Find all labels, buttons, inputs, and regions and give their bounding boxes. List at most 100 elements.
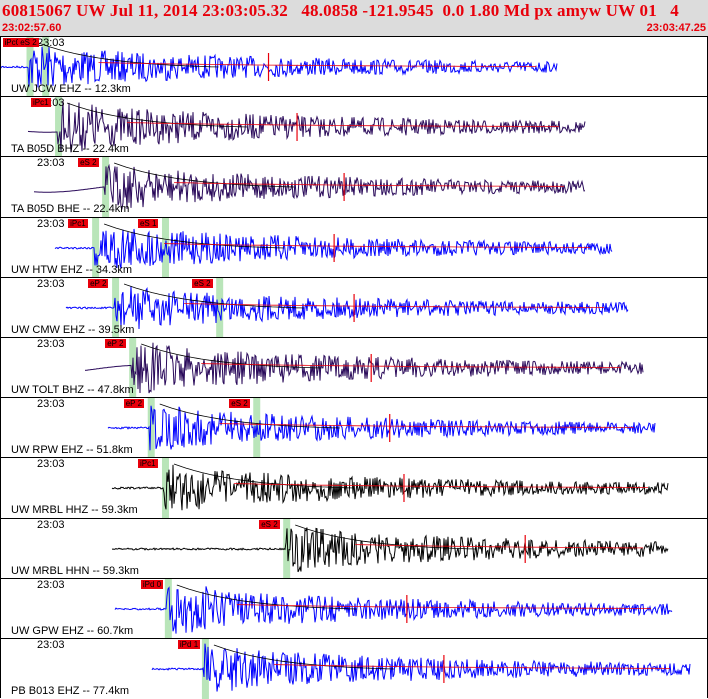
waveform xyxy=(65,277,629,338)
waveform-trace xyxy=(65,285,629,329)
pick-window xyxy=(147,398,155,459)
pick-window xyxy=(201,639,209,699)
coda-decay-curve xyxy=(103,223,285,248)
panel-time-label: 23:03 xyxy=(37,37,65,49)
waveform xyxy=(114,578,673,639)
waveform xyxy=(151,639,691,699)
pick-window xyxy=(92,217,100,278)
panel-time-label: 23:03 xyxy=(37,157,65,170)
phase-pick-flag[interactable]: eS 2 xyxy=(18,38,39,47)
waveform xyxy=(54,217,613,278)
channel-label: UW MRBL HHN -- 59.3km xyxy=(11,564,139,577)
waveform xyxy=(84,338,644,398)
channel-label: PB B013 EHZ -- 77.4km xyxy=(11,685,129,697)
header-bar: 60815067 UW Jul 11, 2014 23:03:05.32 48.… xyxy=(0,0,708,36)
phase-pick-flag[interactable]: iPc0 xyxy=(2,38,23,47)
panel-time-label: 23:03 xyxy=(37,639,65,651)
seismogram-panel: 23:03 UW MRBL HHZ -- 59.3km iPc1 xyxy=(0,457,708,519)
pick-window xyxy=(283,518,291,579)
phase-pick-flag[interactable]: iPc1 xyxy=(137,459,158,469)
coda-fit-line xyxy=(355,543,644,548)
coda-fit-line xyxy=(164,242,591,248)
waveform-trace xyxy=(111,465,669,511)
left-border xyxy=(0,36,1,698)
coda-fit-line xyxy=(201,363,622,368)
coda-fit-line xyxy=(219,423,634,428)
seismogram-panel: 23:03 UW HTW EHZ -- 34.3km iPc1 eS 1 xyxy=(0,216,708,278)
coda-decay-curve xyxy=(113,163,295,188)
channel-label: UW JCW EHZ -- 12.3km xyxy=(11,83,131,95)
channel-label: UW HTW EHZ -- 34.3km xyxy=(11,263,132,276)
phase-pick-flag[interactable]: eS 2 xyxy=(259,519,280,529)
channel-label: TA B05D BHE -- 22.4km xyxy=(11,203,130,216)
phase-pick-flag[interactable]: eS 1 xyxy=(137,218,159,228)
waveform-trace xyxy=(84,342,644,394)
coda-fit-line xyxy=(273,664,670,669)
coda-decay-curve xyxy=(66,102,248,128)
seismogram-panel: 23:03 TA B05D BHE -- 22.4km eS 2 xyxy=(0,156,708,218)
coda-decay-curve xyxy=(173,464,354,489)
coda-fit-line xyxy=(233,483,648,489)
coda-fit-line xyxy=(98,62,537,67)
seismogram-panel: 23:03 UW CMW EHZ -- 39.5km eP 2 eS 2 xyxy=(0,276,708,338)
start-time: 23:02:57.60 xyxy=(2,22,62,34)
waveform-trace xyxy=(27,101,586,153)
coda-decay-curve xyxy=(213,644,394,670)
seismogram-panel: 23:03 UW RPW EHZ -- 51.8km eP 2 eS 2 xyxy=(0,397,708,459)
seismogram-panel: 23:03 PB B013 EHZ -- 77.4km iPd 1 xyxy=(0,638,708,699)
panel-time-label: 23:03 xyxy=(37,578,65,591)
phase-pick-flag[interactable]: iPd 1 xyxy=(177,640,201,649)
phase-pick-flag[interactable]: iPc1 xyxy=(68,218,88,228)
coda-fit-line xyxy=(236,603,651,609)
waveform-trace xyxy=(107,405,656,451)
waveform xyxy=(0,37,558,97)
coda-fit-line xyxy=(184,302,605,308)
waveform-trace xyxy=(54,228,613,269)
pick-window xyxy=(216,277,224,338)
coda-decay-curve xyxy=(176,584,357,610)
phase-pick-flag[interactable]: iPd 0 xyxy=(140,579,164,589)
coda-fit-line xyxy=(174,182,565,188)
pick-window xyxy=(42,37,50,97)
seismogram-panel: 23:03 UW MRBL HHN -- 59.3km eS 2 xyxy=(0,517,708,579)
channel-label: TA B05D BHZ -- 22.4km xyxy=(11,143,129,156)
channel-label: UW MRBL HHZ -- 59.3km xyxy=(11,504,138,517)
channel-label: UW GPW EHZ -- 60.7km xyxy=(11,624,134,637)
panel-time-label: 23:03 xyxy=(37,217,65,230)
phase-pick-flag[interactable]: eS 2 xyxy=(229,399,250,409)
seismogram-panel: 23:03 UW GPW EHZ -- 60.7km iPd 0 xyxy=(0,577,708,639)
waveform-trace xyxy=(151,643,691,692)
channel-label: UW RPW EHZ -- 51.8km xyxy=(11,444,133,457)
waveform xyxy=(107,398,656,459)
phase-pick-flag[interactable]: eP 2 xyxy=(123,399,145,409)
coda-decay-curve xyxy=(141,343,322,369)
phase-pick-flag[interactable]: eS 2 xyxy=(78,158,99,168)
phase-pick-flag[interactable]: eS 2 xyxy=(192,278,213,288)
coda-fit-line xyxy=(127,122,560,128)
waveform-trace xyxy=(0,46,558,88)
event-title: 60815067 UW Jul 11, 2014 23:03:05.32 48.… xyxy=(2,1,679,20)
phase-pick-flag[interactable]: eP 2 xyxy=(88,278,109,288)
seismogram-panel: 23:03 TA B05D BHZ -- 22.4km iPc1 xyxy=(0,96,708,158)
end-time: 23:03:47.25 xyxy=(646,22,706,34)
waveform xyxy=(27,97,586,158)
coda-decay-curve xyxy=(295,524,476,549)
phase-pick-flag[interactable]: eP 2 xyxy=(105,339,126,348)
waveform xyxy=(33,157,586,218)
pick-window xyxy=(55,97,63,158)
panel-time-label: 23:03 xyxy=(37,398,65,411)
waveform-trace xyxy=(33,164,586,211)
panel-time-label: 23:03 xyxy=(37,458,65,471)
seismogram-panel: 23:03 UW JCW EHZ -- 12.3km iPc0 eS 2 xyxy=(0,36,708,97)
panel-time-label: 23:03 xyxy=(37,338,65,350)
pick-window xyxy=(161,458,169,519)
pick-window xyxy=(164,578,172,639)
waveform xyxy=(111,458,669,519)
seismogram-panel: 23:03 UW TOLT BHZ -- 47.8km eP 2 xyxy=(0,337,708,398)
channel-label: UW CMW EHZ -- 39.5km xyxy=(11,323,135,336)
channel-label: UW TOLT BHZ -- 47.8km xyxy=(11,384,134,396)
waveform-trace xyxy=(111,526,669,572)
phase-pick-flag[interactable]: iPc1 xyxy=(31,98,51,108)
coda-decay-curve xyxy=(159,403,340,429)
panel-time-label: 23:03 xyxy=(37,518,65,531)
